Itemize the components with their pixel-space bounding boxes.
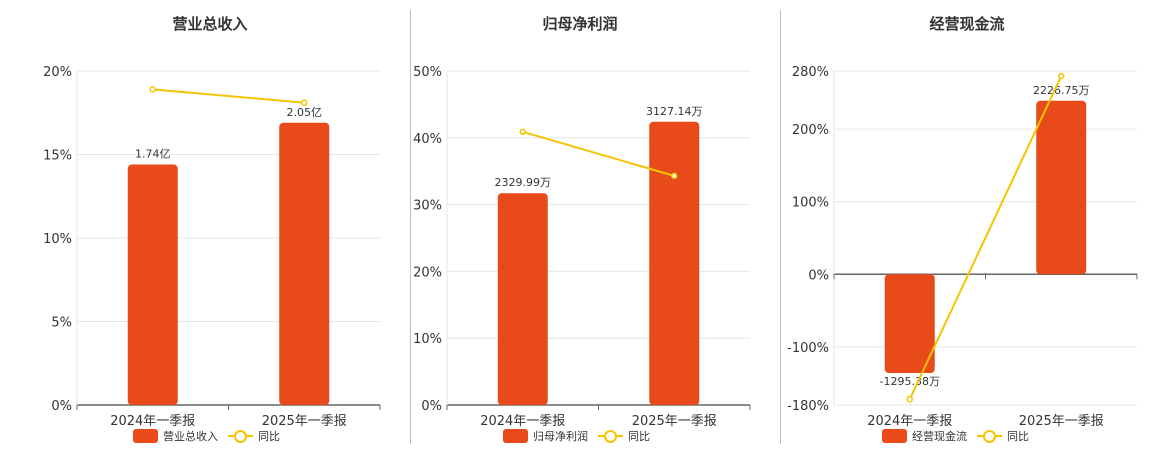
chart-svg: 0% 10% 20% 30% 40% 50% 2329.99万 3127.14万 2024年一季… xyxy=(413,65,751,429)
y-tick-label: 30% xyxy=(413,199,442,214)
yoy-line xyxy=(152,88,305,104)
x-tick-label: 2025年一季报 xyxy=(262,414,347,429)
yoy-point xyxy=(519,128,526,136)
chart-legend: 营业总收入 同比 xyxy=(133,428,280,444)
y-tick-label: 5% xyxy=(51,316,72,331)
legend-bar-swatch[interactable] xyxy=(503,429,528,443)
legend-label[interactable]: 同比 xyxy=(628,430,650,443)
legend-label[interactable]: 同比 xyxy=(258,430,280,443)
yoy-point xyxy=(149,86,156,93)
chart-legend: 经营现金流 同比 xyxy=(882,428,1029,444)
y-tick-label: -100% xyxy=(787,341,829,356)
y-tick-label: 50% xyxy=(413,65,442,80)
yoy-line xyxy=(522,130,675,177)
x-tick-label: 2025年一季报 xyxy=(632,414,717,429)
x-tick-label: 2025年一季报 xyxy=(1019,414,1104,429)
bar-value-label: 3127.14万 xyxy=(646,105,703,118)
chart-legend: 归母净利润 同比 xyxy=(503,428,650,444)
y-tick-label: 20% xyxy=(43,65,72,80)
panel-divider xyxy=(780,10,781,444)
chart-svg: 0% 5% 10% 15% 20% 1.74亿 2.05亿 2024年一季报 2025年一季报 xyxy=(43,65,381,429)
chart-panel-revenue: 营业总收入 0% 5% 10% 15% 20% 1.74亿 2.05亿 2024年一季报 202… xyxy=(17,0,403,450)
legend-label[interactable]: 营业总收入 xyxy=(163,430,218,443)
chart-svg: -180% -100% 0% 100% 200% 280% -1295.38万 2226.75… xyxy=(787,65,1138,429)
x-tick-label: 2024年一季报 xyxy=(110,414,195,429)
y-tick-label: -180% xyxy=(787,399,829,414)
yoy-line xyxy=(908,75,1063,400)
x-tick-label: 2024年一季报 xyxy=(867,414,952,429)
y-tick-label: 0% xyxy=(51,399,72,414)
yoy-point xyxy=(671,172,678,180)
yoy-point xyxy=(906,395,913,403)
y-tick-label: 200% xyxy=(792,123,829,138)
chart-title: 归母净利润 xyxy=(542,15,618,33)
legend-bar-swatch[interactable] xyxy=(133,429,158,443)
chart-panel-cash-flow: 经营现金流 -180% -100% 0% 100% 200% 280% -1295.38万 2… xyxy=(774,0,1160,450)
bar-value-label: 2226.75万 xyxy=(1033,84,1090,97)
legend-label[interactable]: 同比 xyxy=(1007,430,1029,443)
bar xyxy=(127,164,178,405)
y-tick-label: 0% xyxy=(808,268,829,283)
legend-line-swatch[interactable] xyxy=(977,429,1002,443)
bar-value-label: -1295.38万 xyxy=(880,375,940,388)
bar xyxy=(884,274,935,374)
yoy-point xyxy=(1058,72,1065,80)
y-tick-label: 10% xyxy=(413,332,442,347)
chart-title: 经营现金流 xyxy=(929,15,1005,33)
y-tick-label: 100% xyxy=(792,196,829,211)
y-tick-label: 10% xyxy=(43,232,72,247)
x-tick-label: 2024年一季报 xyxy=(480,414,565,429)
chart-title: 营业总收入 xyxy=(172,15,248,33)
bar-value-label: 2.05亿 xyxy=(287,106,323,119)
y-tick-label: 0% xyxy=(421,399,442,414)
yoy-point xyxy=(301,99,308,106)
legend-label[interactable]: 经营现金流 xyxy=(912,430,967,443)
bar xyxy=(497,193,548,405)
legend-bar-swatch[interactable] xyxy=(882,429,907,443)
legend-line-swatch[interactable] xyxy=(228,429,253,443)
bar xyxy=(279,122,330,406)
y-tick-label: 20% xyxy=(413,265,442,280)
y-tick-label: 15% xyxy=(43,149,72,164)
bar-value-label: 2329.99万 xyxy=(495,176,552,189)
chart-panel-net-profit: 归母净利润 0% 10% 20% 30% 40% 50% 2329.99万 3127.14万 2… xyxy=(387,0,773,450)
legend-label[interactable]: 归母净利润 xyxy=(533,430,588,443)
legend-line-swatch[interactable] xyxy=(598,429,623,443)
bar xyxy=(1036,100,1087,275)
y-tick-label: 40% xyxy=(413,132,442,147)
bar-value-label: 1.74亿 xyxy=(135,148,171,161)
panel-divider xyxy=(410,10,411,444)
y-tick-label: 280% xyxy=(792,65,829,80)
bar xyxy=(649,121,700,405)
